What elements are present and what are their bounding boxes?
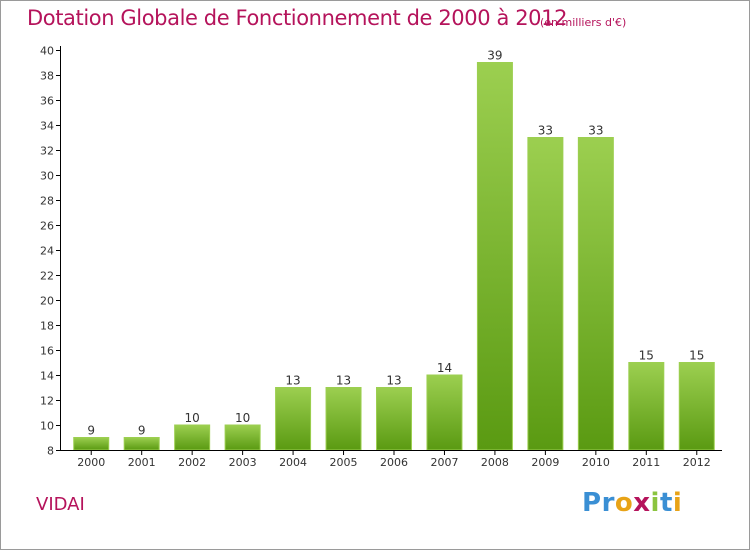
labels-group: 2000 9 2001 9 2002 10 2003 10 2004 13 2005 13 2006 13… [77, 49, 711, 470]
x-tick-label-2012: 2012 [683, 456, 711, 469]
bar-2001 [123, 437, 160, 451]
logo-letter: x [633, 488, 651, 518]
proxiti-logo[interactable]: Proxiti [582, 488, 682, 518]
x-tick-label-2005: 2005 [330, 456, 358, 469]
y-tick-label: 30 [40, 170, 54, 183]
bar-2009 [527, 137, 564, 451]
bar-2012 [678, 362, 715, 451]
bar-2000 [73, 437, 110, 451]
y-tick-label: 32 [40, 145, 54, 158]
data-label-2001: 9 [138, 424, 146, 438]
data-label-2005: 13 [336, 374, 351, 388]
logo-letter: r [601, 488, 615, 518]
x-tick-label-2001: 2001 [128, 456, 156, 469]
bar-2003 [224, 424, 261, 451]
commune-name: VIDAI [36, 494, 85, 515]
bar-2010 [577, 137, 614, 451]
x-tick-label-2002: 2002 [178, 456, 206, 469]
y-tick-label: 22 [40, 270, 54, 283]
data-label-2009: 33 [538, 124, 553, 138]
bar-2008 [476, 62, 513, 451]
y-tick-label: 10 [40, 420, 54, 433]
y-tick-label: 36 [40, 95, 54, 108]
data-label-2003: 10 [235, 411, 250, 425]
logo-letter: i [650, 488, 660, 518]
axes-group: 8 10 12 14 16 18 20 22 24 26 28 30 32 34 36 38 40 [40, 45, 722, 458]
data-label-2004: 13 [285, 374, 300, 388]
y-tick-label: 12 [40, 395, 54, 408]
y-tick-label: 40 [40, 45, 54, 58]
bars-group [73, 62, 715, 451]
y-tick-label: 18 [40, 320, 54, 333]
y-tick-label: 20 [40, 295, 54, 308]
data-label-2012: 15 [689, 349, 704, 363]
y-tick-label: 38 [40, 70, 54, 83]
data-label-2008: 39 [487, 49, 502, 63]
y-tick-label: 14 [40, 370, 54, 383]
logo-letter: i [672, 488, 683, 518]
x-tick-label-2006: 2006 [380, 456, 408, 469]
y-tick-label: 26 [40, 220, 54, 233]
bar-2002 [174, 424, 211, 451]
x-tick-label-2004: 2004 [279, 456, 307, 469]
data-label-2002: 10 [185, 411, 200, 425]
chart-subtitle: (en milliers d'€) [540, 16, 627, 29]
data-label-2010: 33 [588, 124, 603, 138]
y-tick-label: 16 [40, 345, 54, 358]
y-tick-label: 8 [47, 445, 54, 458]
logo-letter: o [614, 488, 634, 518]
x-tick-label-2009: 2009 [531, 456, 559, 469]
bar-2011 [628, 362, 665, 451]
x-tick-label-2011: 2011 [632, 456, 660, 469]
logo-letter: P [582, 488, 602, 518]
logo-letter: t [659, 488, 673, 518]
data-label-2006: 13 [386, 374, 401, 388]
data-label-2011: 15 [639, 349, 654, 363]
y-tick-label: 34 [40, 120, 54, 133]
x-tick-label-2003: 2003 [229, 456, 257, 469]
x-tick-label-2007: 2007 [430, 456, 458, 469]
bar-2007 [426, 374, 463, 451]
y-tick-label: 24 [40, 245, 54, 258]
bar-2005 [325, 387, 362, 451]
x-tick-label-2008: 2008 [481, 456, 509, 469]
chart-title: Dotation Globale de Fonctionnement de 20… [27, 6, 568, 30]
x-tick-label-2000: 2000 [77, 456, 105, 469]
y-tick-label: 28 [40, 195, 54, 208]
data-label-2007: 14 [437, 361, 452, 375]
bar-2006 [376, 387, 412, 451]
data-label-2000: 9 [87, 424, 95, 438]
x-tick-label-2010: 2010 [582, 456, 610, 469]
bar-2004 [275, 387, 312, 451]
